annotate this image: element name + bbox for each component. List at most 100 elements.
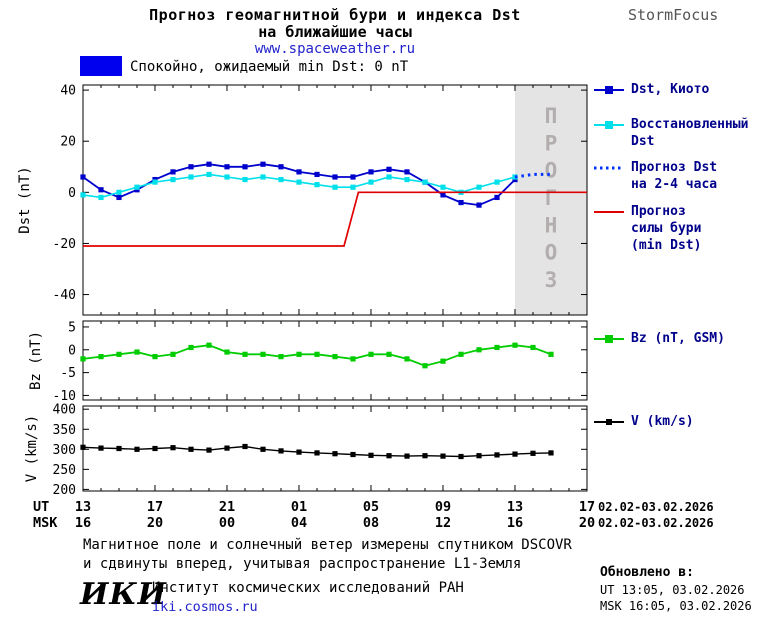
series-marker bbox=[332, 174, 338, 180]
series-marker bbox=[170, 445, 176, 451]
series-marker bbox=[80, 444, 86, 450]
updated-label: Обновлено в: bbox=[600, 565, 694, 580]
iki-site-link[interactable]: iki.cosmos.ru bbox=[152, 599, 258, 615]
series-marker bbox=[296, 169, 302, 175]
series-marker bbox=[530, 344, 536, 351]
series-marker bbox=[422, 363, 428, 369]
series-marker bbox=[476, 202, 482, 208]
page-subtitle: на ближайшие часы bbox=[258, 23, 412, 41]
series-marker bbox=[404, 169, 410, 175]
legend-marker bbox=[606, 419, 612, 425]
legend-swatch-restored bbox=[594, 121, 624, 129]
forecast-band bbox=[515, 85, 587, 315]
legend-swatch-dst-kyoto bbox=[594, 86, 624, 94]
series-marker bbox=[458, 453, 464, 460]
status-color-swatch bbox=[80, 56, 122, 76]
msk-tick-label: 00 bbox=[219, 515, 235, 531]
series-marker bbox=[80, 192, 86, 198]
legend-restored-dst: Восстановленный Dst bbox=[594, 116, 748, 150]
msk-tick-label: 20 bbox=[579, 515, 595, 531]
series-marker bbox=[476, 453, 482, 459]
legend-label-storm: Прогноз силы бури (min Dst) bbox=[631, 204, 702, 253]
series-marker bbox=[350, 174, 356, 180]
msk-row-label: MSK bbox=[33, 515, 58, 531]
y-tick-label: 20 bbox=[60, 135, 76, 150]
ut-tick-label: 09 bbox=[435, 499, 451, 515]
forecast-band-letter: Н bbox=[545, 213, 558, 237]
series-marker bbox=[278, 164, 284, 170]
y-tick-label: 200 bbox=[53, 483, 76, 498]
msk-date: 02.02-03.02.2026 bbox=[598, 516, 714, 530]
legend-marker bbox=[605, 121, 613, 129]
series-marker bbox=[116, 194, 122, 201]
institute-name: Институт космических исследований РАН bbox=[152, 580, 464, 596]
series-marker bbox=[314, 182, 320, 188]
series-marker bbox=[188, 344, 194, 351]
series-marker bbox=[260, 161, 266, 167]
spaceweather-link[interactable]: www.spaceweather.ru bbox=[254, 41, 416, 57]
legend-dst-kyoto: Dst, Киото bbox=[594, 81, 709, 98]
forecast-band-letter: О bbox=[545, 241, 558, 265]
msk-tick-label: 20 bbox=[147, 515, 163, 531]
series-marker bbox=[314, 450, 320, 456]
series-marker bbox=[422, 453, 428, 459]
series-marker bbox=[134, 446, 140, 452]
series-marker bbox=[440, 184, 446, 190]
series-marker bbox=[404, 176, 410, 183]
y-tick-label: 5 bbox=[68, 320, 76, 335]
series-marker bbox=[296, 179, 302, 185]
y-tick-label: 40 bbox=[60, 84, 76, 99]
ut-row-label: UT bbox=[33, 499, 49, 515]
y-tick-label: 0 bbox=[68, 343, 76, 358]
ut-date: 02.02-03.02.2026 bbox=[598, 500, 714, 514]
series-marker bbox=[422, 179, 428, 185]
series-marker bbox=[386, 166, 392, 172]
series-marker bbox=[512, 451, 518, 457]
series-marker bbox=[242, 176, 248, 183]
series-marker bbox=[152, 354, 158, 360]
series-marker bbox=[404, 356, 410, 362]
legend-v: V (km/s) bbox=[594, 413, 694, 430]
series-marker bbox=[530, 450, 536, 456]
series-marker bbox=[260, 174, 266, 180]
forecast-band-letter: З bbox=[545, 268, 558, 292]
legend-swatch-storm bbox=[594, 211, 624, 213]
legend-marker bbox=[605, 335, 613, 343]
page-title: Прогноз геомагнитной бури и индекса Dst bbox=[149, 6, 521, 24]
series-marker bbox=[278, 354, 284, 360]
series-line bbox=[83, 191, 587, 247]
legend-label-bz: Bz (nT, GSM) bbox=[631, 331, 725, 346]
msk-tick-label: 12 bbox=[435, 515, 451, 531]
series-marker bbox=[224, 174, 230, 180]
series-marker bbox=[170, 169, 176, 175]
y-tick-label: 250 bbox=[53, 463, 76, 478]
series-marker bbox=[368, 452, 374, 458]
series-marker bbox=[116, 189, 122, 195]
series-marker bbox=[350, 451, 356, 458]
y-tick-label: -10 bbox=[53, 389, 76, 404]
msk-tick-label: 04 bbox=[291, 515, 307, 531]
series-marker bbox=[440, 358, 446, 364]
ut-tick-label: 13 bbox=[507, 499, 523, 515]
series-marker bbox=[98, 445, 104, 451]
series-marker bbox=[116, 445, 122, 452]
y-tick-label: -20 bbox=[53, 237, 76, 252]
series-marker bbox=[188, 174, 194, 180]
series-marker bbox=[332, 451, 338, 457]
series-marker bbox=[404, 453, 410, 459]
iki-logo: ИКИ bbox=[80, 577, 167, 612]
series-marker bbox=[170, 176, 176, 183]
series-marker bbox=[368, 351, 374, 357]
legend-swatch-bz bbox=[594, 335, 624, 343]
site-link-wrap: www.spaceweather.ru bbox=[0, 41, 670, 57]
series-marker bbox=[386, 174, 392, 180]
series-marker bbox=[134, 349, 140, 355]
series-marker bbox=[350, 356, 356, 362]
series-marker bbox=[242, 351, 248, 357]
series-marker bbox=[188, 164, 194, 170]
series-marker bbox=[494, 344, 500, 351]
series-marker bbox=[98, 187, 104, 193]
series-line bbox=[82, 173, 516, 199]
series-marker bbox=[224, 164, 230, 170]
